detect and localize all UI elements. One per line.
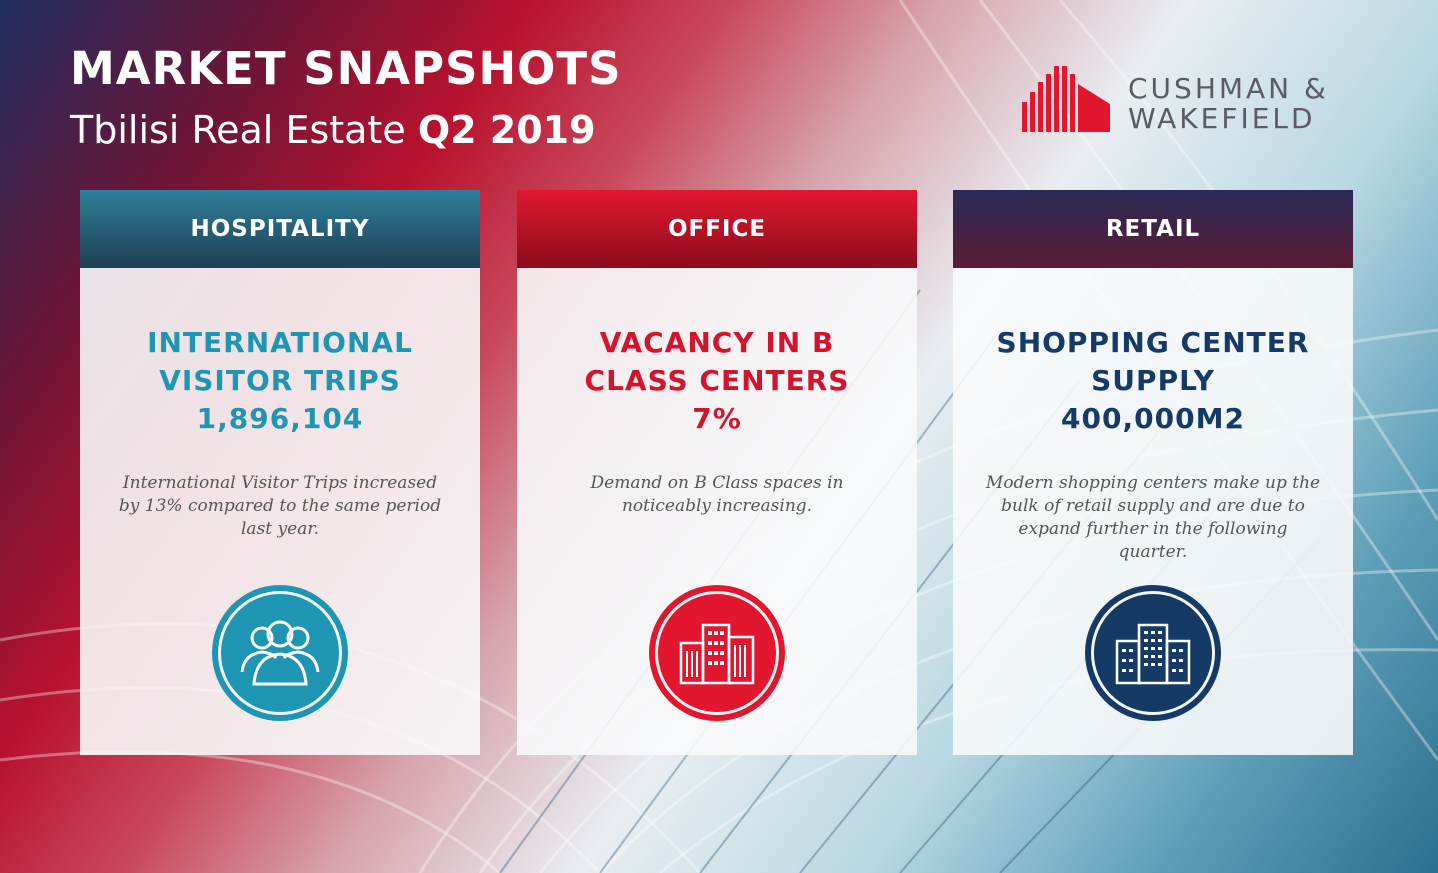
hospitality-card: HOSPITALITY INTERNATIONAL VISITOR TRIPS …	[80, 190, 480, 755]
retail-header: RETAIL	[953, 190, 1353, 268]
metric-value: 400,000M2	[1061, 402, 1245, 435]
metric-value: 1,896,104	[196, 402, 364, 435]
subtitle-location: Tbilisi Real Estate	[70, 108, 406, 152]
office-description: Demand on B Class spaces in noticeably i…	[590, 473, 844, 516]
office-metric: VACANCY IN B CLASS CENTERS 7%	[517, 324, 917, 438]
subtitle-period: Q2 2019	[417, 108, 596, 152]
office-icon-badge	[649, 585, 785, 721]
people-group-icon	[240, 620, 320, 686]
hospitality-header: HOSPITALITY	[80, 190, 480, 268]
metric-value: 7%	[692, 402, 742, 435]
metric-line: VACANCY IN B	[599, 326, 835, 359]
hospitality-metric: INTERNATIONAL VISITOR TRIPS 1,896,104	[80, 324, 480, 438]
page-title: MARKET SNAPSHOTS	[70, 42, 622, 95]
retail-icon-badge	[1085, 585, 1221, 721]
retail-metric: SHOPPING CENTER SUPPLY 400,000M2	[953, 324, 1353, 438]
hospitality-description: International Visitor Trips increased by…	[118, 473, 442, 539]
metric-line: VISITOR TRIPS	[159, 364, 401, 397]
retail-card: RETAIL SHOPPING CENTER SUPPLY 400,000M2 …	[953, 190, 1353, 755]
office-card: OFFICE VACANCY IN B CLASS CENTERS 7% Dem…	[517, 190, 917, 755]
metric-line: SHOPPING CENTER	[996, 326, 1310, 359]
shopping-center-building-icon	[1115, 623, 1191, 685]
metric-line: SUPPLY	[1091, 364, 1215, 397]
office-buildings-icon	[679, 623, 755, 685]
metric-line: CLASS CENTERS	[584, 364, 850, 397]
page-subtitle: Tbilisi Real Estate Q2 2019	[70, 108, 596, 152]
office-header: OFFICE	[517, 190, 917, 268]
retail-description: Modern shopping centers make up the bulk…	[985, 473, 1321, 562]
logo-text-line1: CUSHMAN &	[1128, 72, 1329, 105]
hospitality-icon-badge	[212, 585, 348, 721]
metric-line: INTERNATIONAL	[147, 326, 413, 359]
cushman-wakefield-logo: CUSHMAN & WAKEFIELD	[1020, 64, 1350, 136]
logo-text-line2: WAKEFIELD	[1128, 102, 1316, 135]
logo-mark-icon	[1022, 66, 1110, 132]
